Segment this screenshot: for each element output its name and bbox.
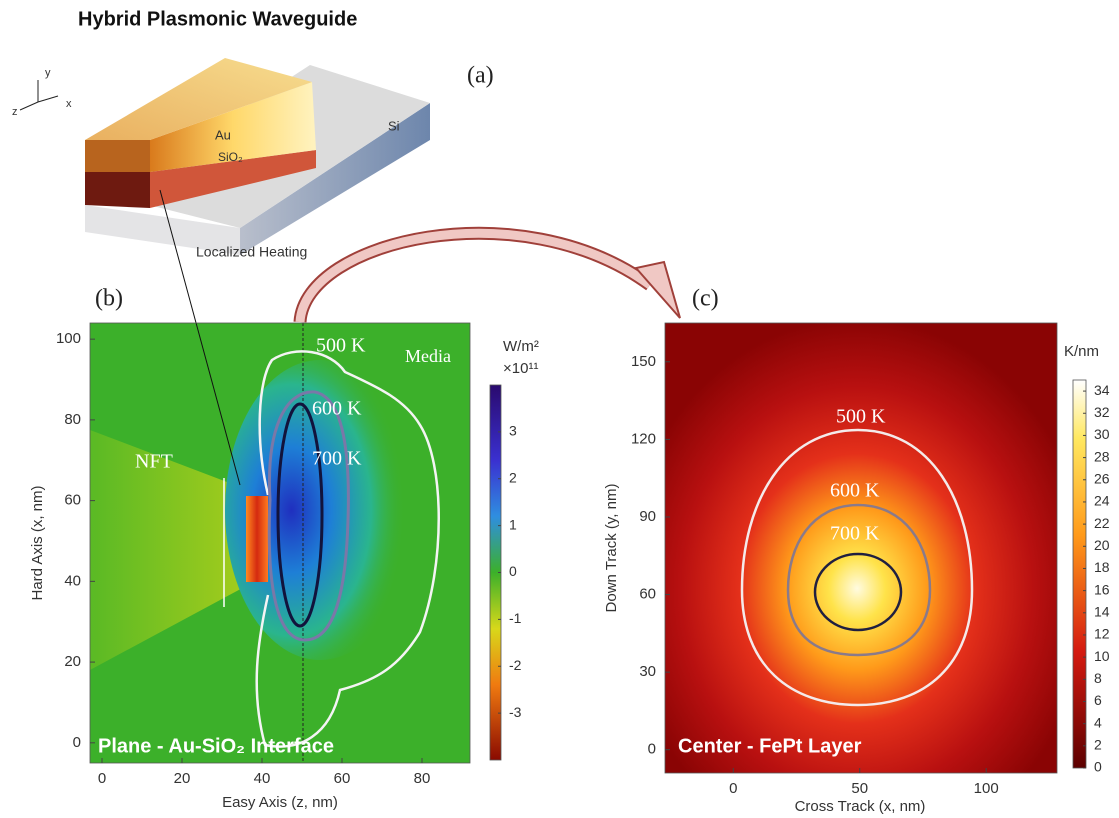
axis-z-label: z xyxy=(12,106,18,118)
diagram-caption: Localized Heating xyxy=(196,244,307,260)
contour-label: 500 K xyxy=(836,406,886,428)
x-tick-label: 20 xyxy=(174,770,191,787)
colorbar-tick-label: 2 xyxy=(1094,737,1102,753)
colorbar-tick-label: 28 xyxy=(1094,448,1110,464)
y-tick-label: 120 xyxy=(631,430,656,447)
heatmap-b xyxy=(90,190,470,763)
y-tick-label: 60 xyxy=(639,586,656,603)
contour-label: 500 K xyxy=(316,335,366,357)
colorbar-tick-label: -2 xyxy=(509,657,522,673)
annotation: NFT xyxy=(135,451,173,473)
colorbar-tick-label: 12 xyxy=(1094,626,1110,642)
layer-si: Si xyxy=(388,118,400,133)
y-tick-label: 40 xyxy=(64,572,81,589)
colorbar-tick-label: 22 xyxy=(1094,515,1110,531)
colorbar-scale: ×10¹¹ xyxy=(503,360,538,377)
figure: Hybrid Plasmonic Waveguide y z x Au SiO₂… xyxy=(0,0,1119,818)
y-tick-label: 0 xyxy=(648,741,656,758)
colorbar-tick-label: 0 xyxy=(1094,759,1102,775)
figure-title: Hybrid Plasmonic Waveguide xyxy=(78,8,357,30)
x-tick-label: 40 xyxy=(254,770,271,787)
arrow xyxy=(300,233,650,322)
colorbar-tick-label: 30 xyxy=(1094,426,1110,442)
heatmap-caption: Plane - Au-SiO₂ Interface xyxy=(98,735,334,757)
arrow xyxy=(300,233,650,322)
colorbar xyxy=(1073,380,1086,768)
colorbar-tick-label: 4 xyxy=(1094,714,1102,730)
layer-sio2: SiO₂ xyxy=(218,150,243,164)
y-tick-label: 150 xyxy=(631,353,656,370)
arrow-head xyxy=(636,262,680,318)
contour-label: 700 K xyxy=(312,448,362,470)
colorbar-tick-label: 16 xyxy=(1094,581,1110,597)
y-tick-label: 20 xyxy=(64,653,81,670)
panel-label: (c) xyxy=(692,286,719,312)
colorbar-tick-label: 10 xyxy=(1094,648,1110,664)
colorbar-tick-label: 24 xyxy=(1094,493,1110,509)
x-tick-label: 60 xyxy=(334,770,351,787)
y-tick-label: 0 xyxy=(73,734,81,751)
y-axis-label: Down Track (y, nm) xyxy=(603,484,620,613)
x-tick-label: 0 xyxy=(98,770,106,787)
colorbar-unit: W/m² xyxy=(503,338,539,355)
x-axis-label: Cross Track (x, nm) xyxy=(795,798,926,815)
colorbar-tick-label: 34 xyxy=(1094,382,1110,398)
colorbar-tick-label: 6 xyxy=(1094,692,1102,708)
heatmap-caption: Center - FePt Layer xyxy=(678,735,862,757)
contour-label: 600 K xyxy=(312,398,362,420)
contour-label: 600 K xyxy=(830,480,880,502)
colorbar-tick-label: 2 xyxy=(509,469,517,485)
colorbar-tick-label: 3 xyxy=(509,423,517,439)
axis-y-label: y xyxy=(45,67,51,79)
y-tick-label: 100 xyxy=(56,330,81,347)
colorbar-tick-label: 1 xyxy=(509,516,517,532)
x-tick-label: 0 xyxy=(729,780,737,797)
colorbar-tick-label: 8 xyxy=(1094,670,1102,686)
panel-label: (b) xyxy=(95,286,123,312)
y-axis-label: Hard Axis (x, nm) xyxy=(29,485,46,600)
y-tick-label: 30 xyxy=(639,663,656,680)
x-tick-label: 50 xyxy=(851,780,868,797)
waveguide-diagram: y z x Au SiO₂ Si Localized Heating (a) xyxy=(12,58,494,260)
colorbar-tick-label: 26 xyxy=(1094,470,1110,486)
x-tick-label: 80 xyxy=(414,770,431,787)
annotation: Media xyxy=(405,346,451,366)
axis-x-label: x xyxy=(66,98,72,110)
y-tick-label: 90 xyxy=(639,508,656,525)
x-axis-label: Easy Axis (z, nm) xyxy=(222,794,338,811)
colorbar-unit: K/nm xyxy=(1064,343,1099,360)
colorbar-tick-label: -1 xyxy=(509,610,522,626)
x-tick-label: 100 xyxy=(974,780,999,797)
colorbar-tick-label: 0 xyxy=(509,563,517,579)
panel-label: (a) xyxy=(467,63,494,89)
colorbar-tick-label: 14 xyxy=(1094,604,1110,620)
colorbar-tick-label: -3 xyxy=(509,704,522,720)
layer-au: Au xyxy=(215,127,231,142)
y-tick-label: 60 xyxy=(64,492,81,509)
colorbar-tick-label: 18 xyxy=(1094,559,1110,575)
y-tick-label: 80 xyxy=(64,411,81,428)
contour-label: 700 K xyxy=(830,523,880,545)
colorbar-tick-label: 20 xyxy=(1094,537,1110,553)
colorbar-tick-label: 32 xyxy=(1094,404,1110,420)
heatmap-c xyxy=(665,323,1057,773)
